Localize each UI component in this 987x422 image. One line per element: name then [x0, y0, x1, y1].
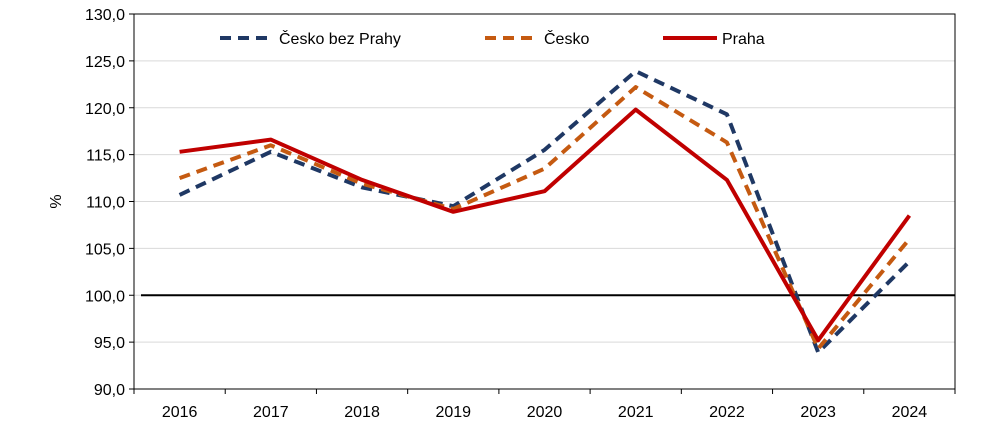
y-tick-label: 95,0	[94, 335, 125, 352]
series-line-2	[179, 107, 912, 343]
x-tick-label: 2020	[527, 404, 563, 421]
y-tick-label: 115,0	[86, 148, 125, 165]
x-tick-label: 2017	[253, 404, 289, 421]
legend-label-1: Česko	[544, 29, 589, 48]
y-axis-title: %	[48, 194, 65, 208]
x-tick-label: 2022	[709, 404, 745, 421]
legend: Česko bez Prahy Česko Praha	[220, 29, 765, 48]
x-tick-label: 2021	[618, 404, 654, 421]
y-tick-label: 125,0	[85, 54, 125, 71]
y-tick-label: 120,0	[85, 101, 125, 118]
y-tick-label: 130,0	[85, 7, 125, 24]
x-tick-label: 2018	[344, 404, 380, 421]
x-tick-label: 2023	[800, 404, 836, 421]
y-tick-label: 105,0	[85, 241, 125, 258]
x-tick-label: 2024	[892, 404, 928, 421]
series-line-1	[178, 85, 911, 351]
y-tick-label: 100,0	[85, 288, 125, 305]
x-tick-label: 2016	[162, 404, 198, 421]
axes: 90,0 95,0 100,0 105,0 110,0 115,0 120,0 125,0 13…	[85, 7, 956, 421]
legend-label-0: Česko bez Prahy	[279, 29, 401, 48]
x-tick-label: 2019	[435, 404, 471, 421]
y-tick-label: 110,0	[86, 195, 125, 212]
series-lines	[178, 69, 912, 355]
plot-frame	[133, 13, 956, 390]
y-tick-label: 90,0	[94, 382, 125, 399]
legend-label-2: Praha	[722, 31, 765, 48]
